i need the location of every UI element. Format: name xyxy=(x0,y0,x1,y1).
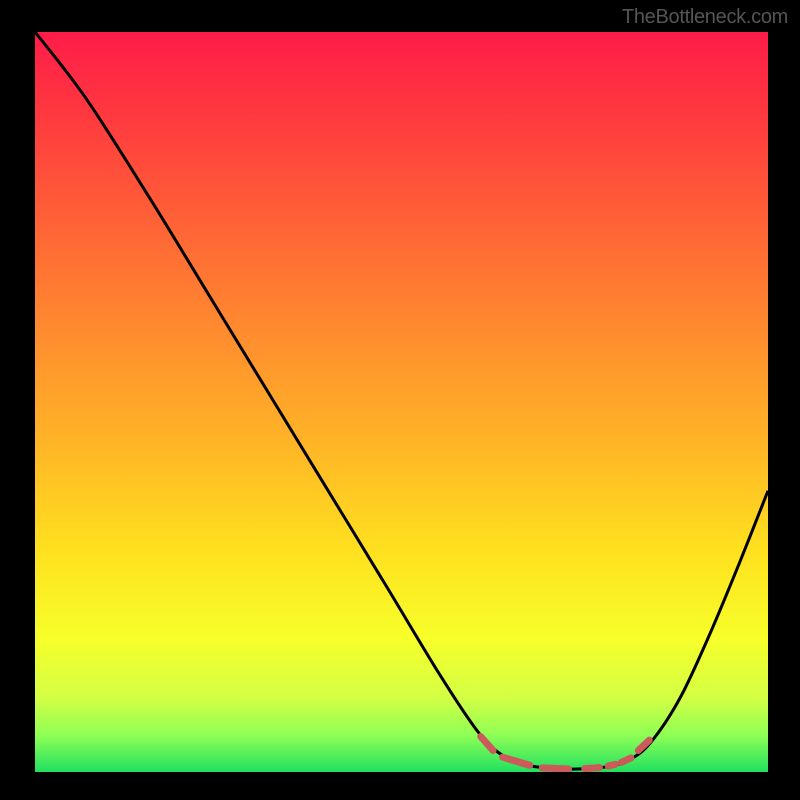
valley-markers xyxy=(481,736,650,769)
valley-marker-segment xyxy=(585,768,600,769)
valley-marker-segment xyxy=(542,768,568,769)
valley-marker-segment xyxy=(608,764,615,766)
valley-marker-segment xyxy=(638,740,649,750)
valley-marker-segment xyxy=(503,757,530,765)
valley-marker-segment xyxy=(481,736,493,750)
watermark-text: TheBottleneck.com xyxy=(622,6,788,29)
bottleneck-curve xyxy=(35,32,768,769)
curve-layer xyxy=(35,32,768,772)
chart-container: TheBottleneck.com xyxy=(0,0,800,800)
valley-marker-segment xyxy=(621,758,631,762)
plot-area xyxy=(35,32,768,772)
